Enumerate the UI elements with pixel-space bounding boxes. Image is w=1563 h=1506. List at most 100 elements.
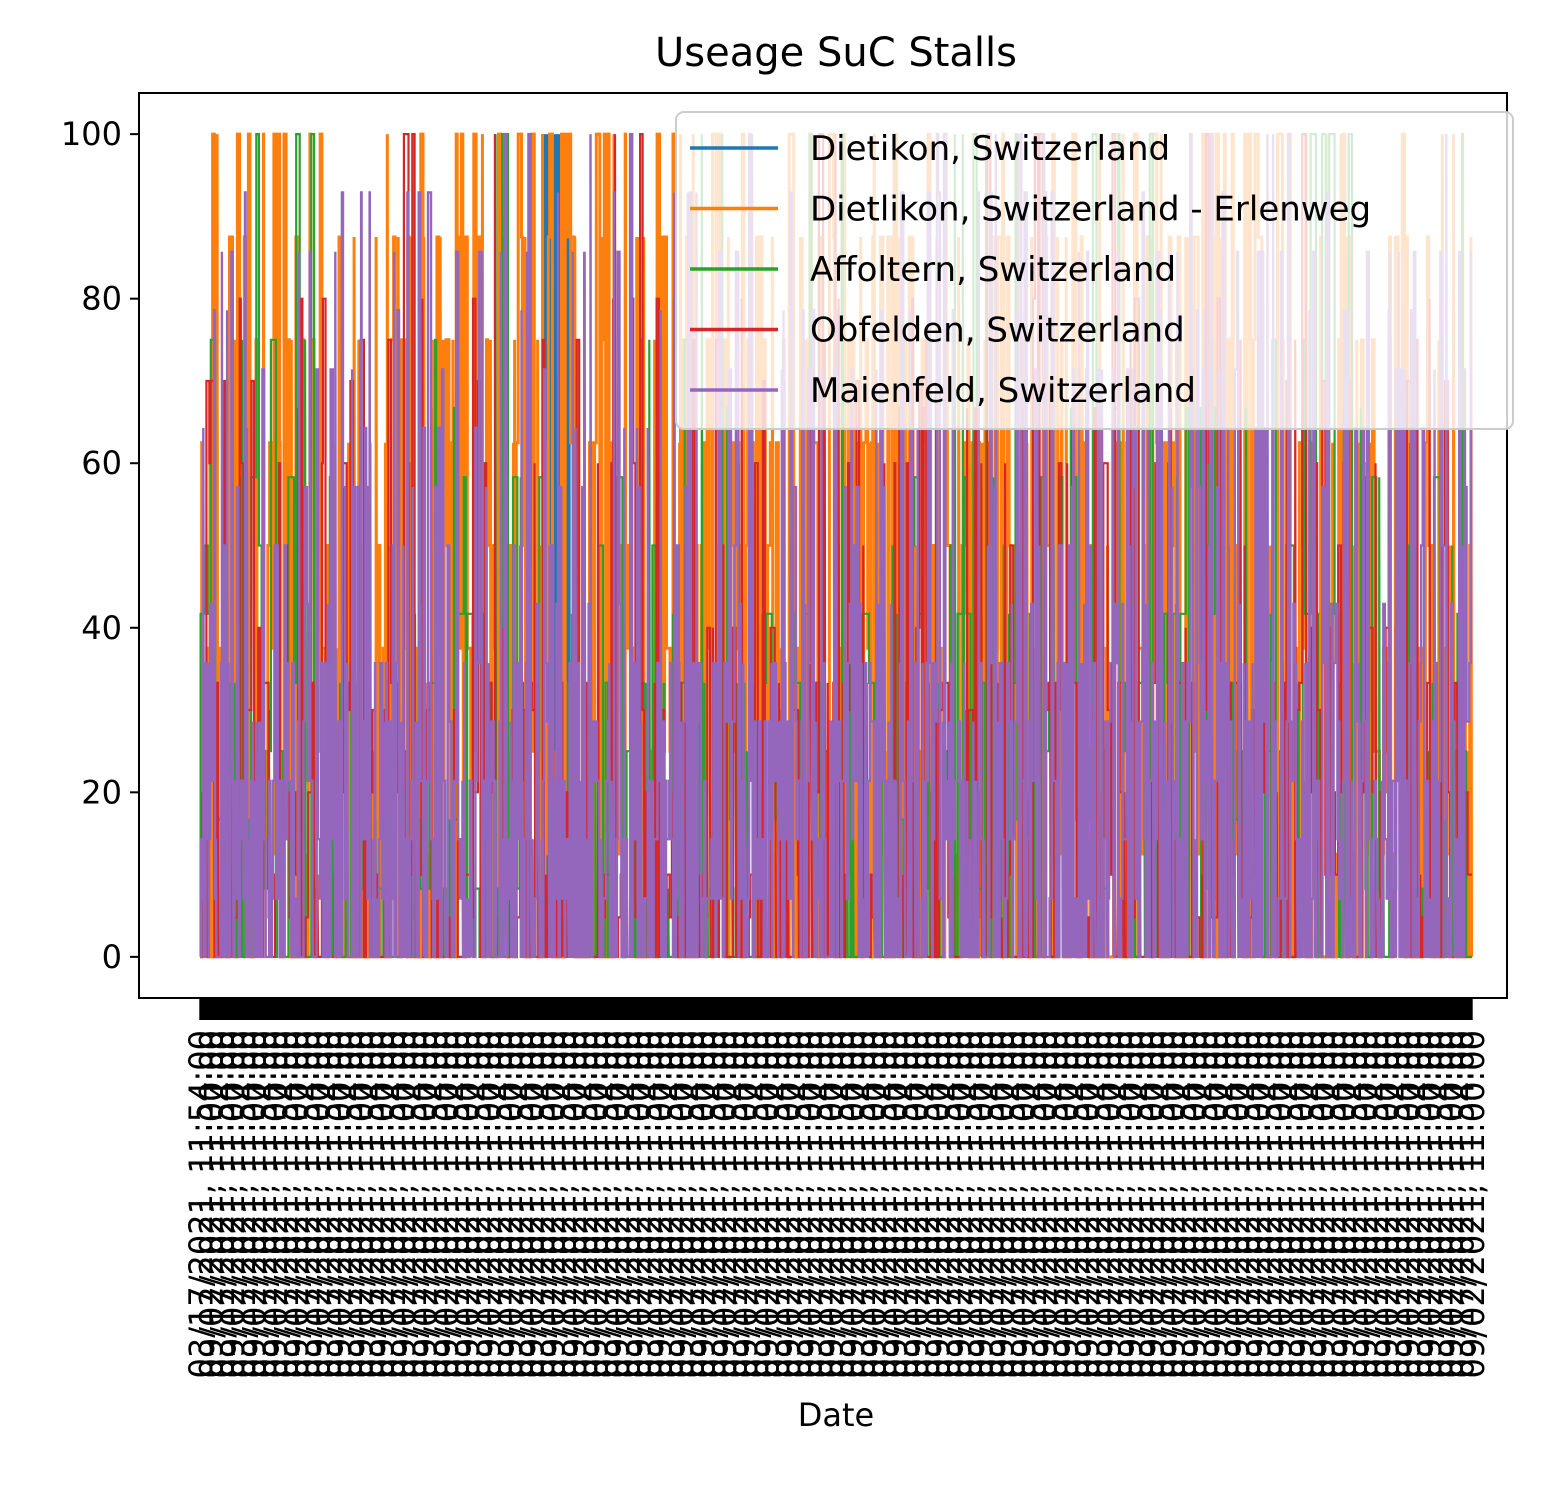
- x-tick-label: 03/17/2021, 11:54:00: [909, 1030, 947, 1379]
- x-tick-label: 09/02/2021, 11:00:00: [920, 1030, 958, 1379]
- legend-label: Maienfeld, Switzerland: [810, 371, 1196, 411]
- x-tick-label: 09/02/2021, 11:00:00: [1304, 1030, 1342, 1379]
- x-axis-label: Date: [798, 1396, 874, 1434]
- x-tick-label: 03/17/2021, 11:54:00: [759, 1030, 797, 1379]
- legend-box: [675, 111, 1514, 430]
- x-tick-label: 03/17/2021, 11:54:00: [203, 1030, 241, 1379]
- x-tick-label: 09/02/2021, 11:00:00: [214, 1030, 252, 1379]
- x-tick-label: 03/17/2021, 11:54:00: [1059, 1030, 1097, 1379]
- x-tick-label: 09/02/2021, 11:00:00: [941, 1030, 979, 1379]
- x-tick-label: 09/02/2021, 11:00:00: [1026, 1030, 1064, 1379]
- series-layer: [199, 132, 1473, 959]
- x-tick-label: 03/17/2021, 11:54:00: [332, 1030, 370, 1379]
- x-tick-label: 09/02/2021, 11:00:00: [663, 1030, 701, 1379]
- x-tick-label: 09/02/2021, 11:00:00: [385, 1030, 423, 1379]
- x-tick-label: 09/02/2021, 11:00:00: [1219, 1030, 1257, 1379]
- x-tick-label: 03/17/2021, 11:54:00: [1315, 1030, 1353, 1379]
- x-tick-label: 09/02/2021, 11:00:00: [855, 1030, 893, 1379]
- x-tick-label: 09/02/2021, 11:00:00: [577, 1030, 615, 1379]
- x-tick-label: 09/02/2021, 11:00:00: [706, 1030, 744, 1379]
- x-tick-label: 09/02/2021, 11:00:00: [1262, 1030, 1300, 1379]
- x-tick-label: 03/17/2021, 11:54:00: [417, 1030, 455, 1379]
- x-tick-label: 03/17/2021, 11:54:00: [268, 1030, 306, 1379]
- x-tick-label: 09/02/2021, 11:00:00: [1368, 1030, 1406, 1379]
- x-tick-label: 03/17/2021, 11:54:00: [1230, 1030, 1268, 1379]
- x-tick-label: 09/02/2021, 11:00:00: [257, 1030, 295, 1379]
- x-tick-label: 09/02/2021, 11:00:00: [642, 1030, 680, 1379]
- x-tick-label: 09/02/2021, 11:00:00: [300, 1030, 338, 1379]
- x-tick-label: 03/17/2021, 11:54:00: [738, 1030, 776, 1379]
- x-tick-label: 09/02/2021, 11:00:00: [1133, 1030, 1171, 1379]
- x-tick-label: 09/02/2021, 11:00:00: [235, 1030, 273, 1379]
- x-tick-label: 09/02/2021, 11:00:00: [364, 1030, 402, 1379]
- x-tick-label: 09/02/2021, 11:00:00: [193, 1030, 231, 1379]
- x-tick-label: 03/17/2021, 11:54:00: [1336, 1030, 1374, 1379]
- x-tick-label: 03/17/2021, 11:54:00: [1080, 1030, 1118, 1379]
- x-tick-label: 09/02/2021, 11:00:00: [984, 1030, 1022, 1379]
- x-tick-label: 03/17/2021, 11:54:00: [524, 1030, 562, 1379]
- x-tick-label: 03/17/2021, 11:54:00: [545, 1030, 583, 1379]
- legend-label: Affoltern, Switzerland: [810, 250, 1176, 290]
- x-tick-label: 03/17/2021, 11:54:00: [1379, 1030, 1417, 1379]
- x-tick-label: 03/17/2021, 11:54:00: [1123, 1030, 1161, 1379]
- x-tick-label: 09/02/2021, 11:00:00: [1176, 1030, 1214, 1379]
- x-tick-label: 09/02/2021, 11:00:00: [342, 1030, 380, 1379]
- y-tick-label: 80: [81, 280, 122, 318]
- x-tick-label: 03/17/2021, 11:54:00: [1294, 1030, 1332, 1379]
- y-tick-label: 100: [61, 115, 122, 153]
- x-tick-label: 03/17/2021, 11:54:00: [481, 1030, 519, 1379]
- y-tick-label: 60: [81, 444, 122, 482]
- legend-label: Dietlikon, Switzerland - Erlenweg: [810, 190, 1371, 230]
- x-tick-label: 09/02/2021, 11:00:00: [1326, 1030, 1364, 1379]
- x-tick-label: 03/17/2021, 11:54:00: [866, 1030, 904, 1379]
- x-tick-label: 03/17/2021, 11:54:00: [396, 1030, 434, 1379]
- x-tick-label: 03/17/2021, 11:54:00: [1037, 1030, 1075, 1379]
- x-tick-label: 09/02/2021, 11:00:00: [471, 1030, 509, 1379]
- x-tick-label: 03/17/2021, 11:54:00: [1016, 1030, 1054, 1379]
- x-tick-label: 03/17/2021, 11:54:00: [781, 1030, 819, 1379]
- x-tick-label: 09/02/2021, 11:00:00: [1155, 1030, 1193, 1379]
- x-tick-label: 09/02/2021, 11:00:00: [813, 1030, 851, 1379]
- x-tick-label: 09/02/2021, 11:00:00: [1433, 1030, 1471, 1379]
- x-tick-label: 09/02/2021, 11:00:00: [535, 1030, 573, 1379]
- x-tick-label: 03/17/2021, 11:54:00: [567, 1030, 605, 1379]
- x-tick-label: 09/02/2021, 11:00:00: [1048, 1030, 1086, 1379]
- x-tick-label: 09/02/2021, 11:00:00: [428, 1030, 466, 1379]
- x-tick-label: 03/17/2021, 11:54:00: [994, 1030, 1032, 1379]
- y-axis: 0 20 40 60 80 100: [61, 115, 139, 976]
- x-tick-label: 09/02/2021, 11:00:00: [684, 1030, 722, 1379]
- x-tick-label: 03/17/2021, 11:54:00: [631, 1030, 669, 1379]
- x-tick-marks: [199, 998, 1473, 1020]
- x-tick-label: 09/02/2021, 11:00:00: [791, 1030, 829, 1379]
- y-tick-label: 0: [102, 938, 122, 976]
- x-tick-label: 03/17/2021, 11:54:00: [588, 1030, 626, 1379]
- x-tick-label: 03/17/2021, 11:54:00: [973, 1030, 1011, 1379]
- y-tick-label: 40: [81, 609, 122, 647]
- x-tick-label: 03/17/2021, 11:54:00: [652, 1030, 690, 1379]
- x-tick-label: 03/17/2021, 11:54:00: [503, 1030, 541, 1379]
- x-tick-label: 03/17/2021, 11:54:00: [930, 1030, 968, 1379]
- x-tick-label: 03/17/2021, 11:54:00: [460, 1030, 498, 1379]
- x-tick-label: 03/17/2021, 11:54:00: [1358, 1030, 1396, 1379]
- x-tick-label: 03/17/2021, 11:54:00: [952, 1030, 990, 1379]
- x-tick-label: 03/17/2021, 11:54:00: [887, 1030, 925, 1379]
- x-tick-label: 03/17/2021, 11:54:00: [1208, 1030, 1246, 1379]
- x-tick-label: 03/17/2021, 11:54:00: [246, 1030, 284, 1379]
- series-line: [200, 132, 1473, 959]
- x-tick-label: 09/02/2021, 11:00:00: [834, 1030, 872, 1379]
- x-tick-label: 03/17/2021, 11:54:00: [439, 1030, 477, 1379]
- x-tick-label: 03/17/2021, 11:54:00: [374, 1030, 412, 1379]
- x-tick-label: 03/17/2021, 11:54:00: [610, 1030, 648, 1379]
- x-tick-label: 03/17/2021, 11:54:00: [1251, 1030, 1289, 1379]
- y-tick-label: 20: [81, 773, 122, 811]
- x-tick-label: 09/02/2021, 11:00:00: [556, 1030, 594, 1379]
- legend-label: Dietikon, Switzerland: [810, 129, 1170, 169]
- x-tick-label: 03/17/2021, 11:54:00: [1272, 1030, 1310, 1379]
- x-tick-label: 09/02/2021, 11:00:00: [749, 1030, 787, 1379]
- x-tick-label: 09/02/2021, 11:00:00: [1411, 1030, 1449, 1379]
- x-tick-label: 09/02/2021, 11:00:00: [898, 1030, 936, 1379]
- x-tick-label: 09/02/2021, 11:00:00: [877, 1030, 915, 1379]
- x-tick-label: 09/02/2021, 11:00:00: [1454, 1030, 1492, 1379]
